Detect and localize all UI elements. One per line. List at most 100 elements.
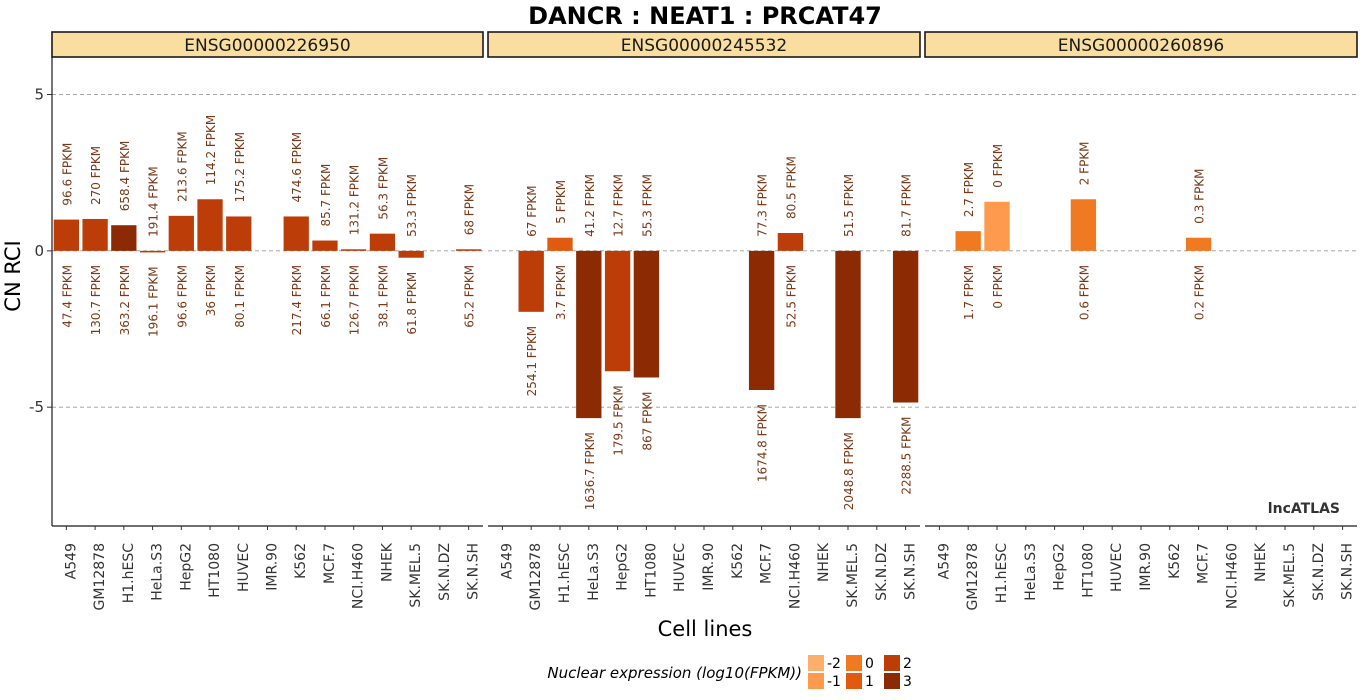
x-tick-label: GM12878 (965, 543, 981, 610)
y-axis: 5 0 -5 (29, 57, 53, 526)
bar (53, 219, 80, 251)
x-tick-label: HUVEC (1109, 543, 1125, 592)
legend-label: -2 (827, 656, 841, 672)
bar-label-cytosolic: 213.6 FPKM (175, 131, 189, 202)
bar-label-cytosolic: 2.7 FPKM (962, 162, 976, 217)
x-tick-label: HUVEC (236, 543, 252, 592)
x-axis-title: Cell lines (658, 617, 753, 641)
x-tick-label: SK.N.DZ (437, 543, 453, 601)
x-tick-label: HT1080 (207, 543, 223, 598)
bar-label-nuclear: 2048.8 FPKM (842, 432, 856, 510)
bar-label-nuclear: 179.5 FPKM (612, 385, 626, 456)
bar-label-cytosolic: 68 FPKM (463, 184, 477, 235)
bar-label-cytosolic: 0.3 FPKM (1193, 168, 1207, 223)
x-tick-label: IMR.90 (701, 543, 717, 591)
bar (835, 250, 861, 419)
bar-label-nuclear: 36 FPKM (204, 265, 218, 316)
x-tick-label: H1.hESC (121, 543, 137, 603)
panel-strip (924, 31, 1358, 58)
legend-swatch (884, 673, 900, 689)
bar-label-cytosolic: 85.7 FPKM (319, 164, 333, 227)
x-tick-label: NCI.H460 (787, 543, 803, 609)
bar-label-nuclear: 38.1 FPKM (376, 265, 390, 328)
bar-label-nuclear: 1674.8 FPKM (756, 404, 770, 482)
y-tick-label: 5 (34, 86, 44, 104)
bar-label-nuclear: 196.1 FPKM (147, 266, 161, 337)
x-tick-label: SK.MEL.5 (1282, 543, 1298, 608)
bar (984, 201, 1010, 251)
x-tick-label: HeLa.S3 (150, 543, 166, 601)
panel-ENSG00000245532: ENSG00000245532 A549 GM12878 67 FPKM 254.1 F… (487, 31, 921, 610)
x-tick-label: GM12878 (92, 543, 108, 610)
bar-label-nuclear: 130.7 FPKM (89, 265, 103, 336)
x-tick-label: K562 (1167, 543, 1183, 579)
bar (369, 233, 396, 251)
bar (748, 250, 775, 390)
bar (1185, 237, 1212, 251)
bar-label-cytosolic: 114.2 FPKM (204, 115, 218, 186)
bar-label-nuclear: 867 FPKM (640, 391, 654, 450)
bar-label-cytosolic: 96.6 FPKM (60, 143, 74, 206)
bar-label-nuclear: 0 FPKM (991, 265, 1005, 309)
x-tick-label: HeLa.S3 (1023, 543, 1039, 601)
bar-label-cytosolic: 77.3 FPKM (756, 174, 770, 237)
bar-label-nuclear: 217.4 FPKM (290, 265, 304, 336)
x-tick-label: MCF.7 (322, 543, 338, 584)
x-tick-label: MCF.7 (759, 543, 775, 584)
bar (892, 250, 919, 403)
legend-label: 2 (903, 656, 912, 672)
x-tick-label: A549 (499, 543, 515, 579)
x-tick-label: NCI.H460 (1224, 543, 1240, 609)
bar (1070, 199, 1097, 251)
bar-label-cytosolic: 2 FPKM (1077, 141, 1091, 185)
x-tick-label: K562 (293, 543, 309, 579)
bar-label-cytosolic: 0 FPKM (991, 144, 1005, 188)
legend-swatch (884, 655, 900, 671)
bar-label-cytosolic: 191.4 FPKM (147, 166, 161, 237)
x-tick-label: SK.MEL.5 (845, 543, 861, 608)
bar-label-nuclear: 0.6 FPKM (1077, 265, 1091, 320)
chart-title: DANCR : NEAT1 : PRCAT47 (528, 2, 882, 30)
bar (139, 250, 166, 253)
x-tick-label: HT1080 (643, 543, 659, 598)
bar-label-cytosolic: 55.3 FPKM (640, 174, 654, 237)
bar-label-cytosolic: 51.5 FPKM (842, 174, 856, 237)
x-tick-label: HT1080 (1080, 543, 1096, 598)
x-tick-label: HeLa.S3 (586, 543, 602, 601)
bar-label-nuclear: 65.2 FPKM (463, 265, 477, 328)
bar-label-nuclear: 80.1 FPKM (233, 265, 247, 328)
x-tick-label: K562 (730, 543, 746, 579)
bar-label-nuclear: 254.1 FPKM (525, 326, 539, 397)
legend-title: Nuclear expression (log10(FPKM)) (547, 664, 802, 682)
bar-label-cytosolic: 658.4 FPKM (118, 141, 132, 212)
bar-label-nuclear: 1.7 FPKM (962, 265, 976, 320)
bar (633, 250, 660, 378)
panel-strip-label: ENSG00000226950 (184, 36, 350, 56)
x-tick-label: SK.MEL.5 (408, 543, 424, 608)
legend-swatch (808, 655, 824, 671)
bar-label-cytosolic: 81.7 FPKM (900, 174, 914, 237)
x-tick-label: MCF.7 (1196, 543, 1212, 584)
bar (312, 240, 338, 251)
panel-ENSG00000226950: ENSG00000226950 A549 96.6 FPKM 47.4 FPKM GM1… (51, 31, 484, 610)
x-tick-label: SK.N.SH (1340, 543, 1356, 600)
x-tick-label: NHEK (1253, 542, 1269, 582)
bar-label-nuclear: 126.7 FPKM (348, 265, 362, 336)
x-tick-label: HepG2 (1052, 543, 1068, 591)
panel-strip (487, 31, 921, 58)
x-tick-label: A549 (936, 543, 952, 579)
bar (455, 249, 482, 251)
x-tick-label: GM12878 (528, 543, 544, 610)
legend-label: 0 (865, 656, 874, 672)
legend-swatch (808, 673, 824, 689)
bar (955, 231, 981, 251)
legend-swatch (846, 655, 862, 671)
bar-label-nuclear: 96.6 FPKM (175, 265, 189, 328)
bar (197, 199, 223, 251)
legend-label: -1 (827, 674, 841, 690)
panel-ENSG00000260896: ENSG00000260896 A549 GM12878 2.7 FPKM 1.7 FP… (924, 31, 1358, 610)
bar (518, 250, 544, 312)
bar-label-nuclear: 363.2 FPKM (118, 265, 132, 336)
panel-strip-label: ENSG00000260896 (1058, 36, 1224, 56)
bar (604, 250, 631, 372)
